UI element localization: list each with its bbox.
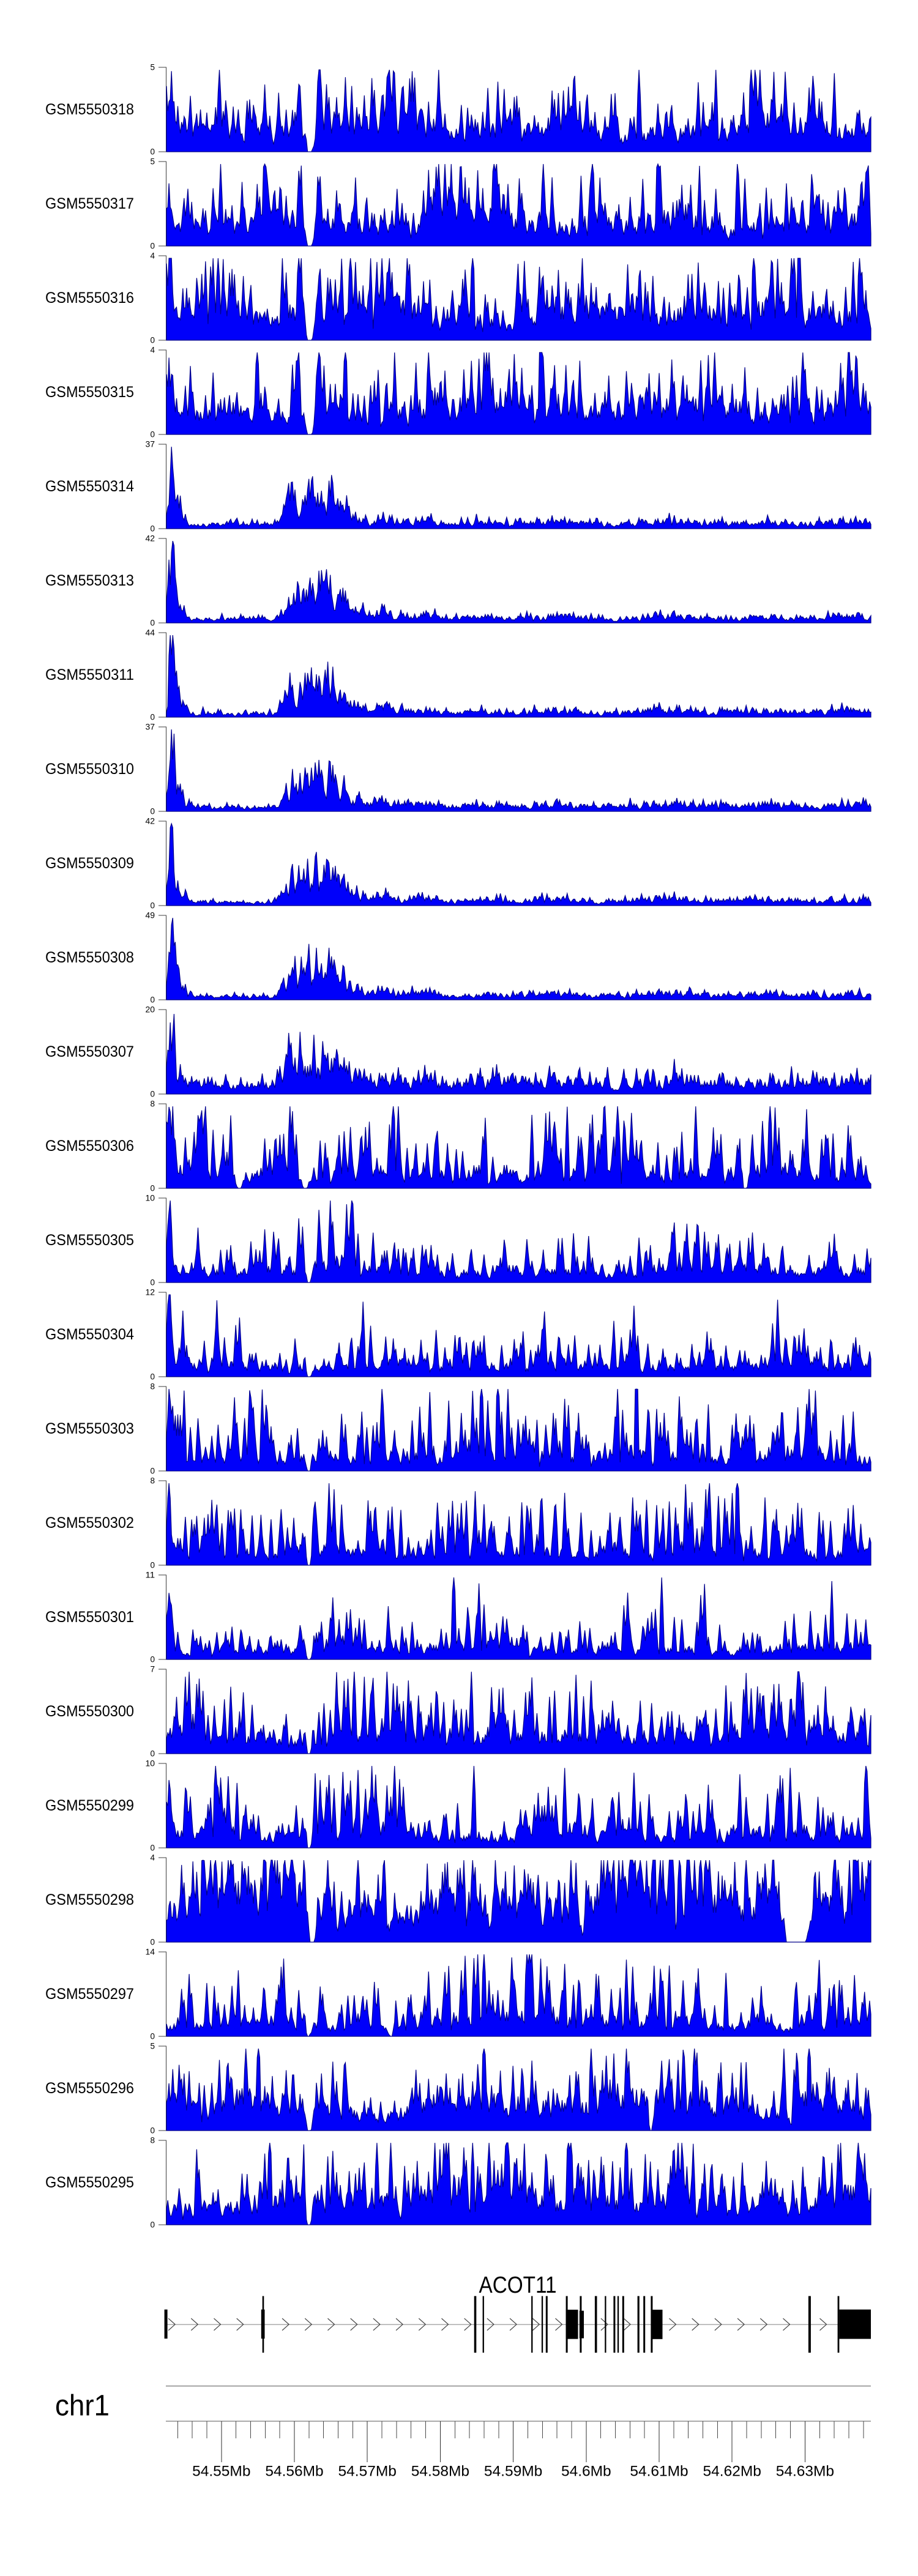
svg-text:54.58Mb: 54.58Mb [411, 2463, 469, 2480]
svg-text:0: 0 [150, 336, 155, 345]
svg-text:4: 4 [150, 251, 155, 261]
svg-text:8: 8 [150, 1382, 155, 1391]
svg-text:GSM5550311: GSM5550311 [45, 666, 134, 683]
svg-text:10: 10 [146, 1759, 155, 1768]
svg-text:GSM5550303: GSM5550303 [45, 1420, 134, 1437]
svg-text:GSM5550297: GSM5550297 [45, 1986, 134, 2003]
svg-text:GSM5550302: GSM5550302 [45, 1514, 134, 1532]
svg-text:GSM5550318: GSM5550318 [45, 101, 134, 118]
svg-text:0: 0 [150, 1372, 155, 1382]
svg-text:37: 37 [146, 440, 155, 449]
svg-text:0: 0 [150, 1184, 155, 1193]
svg-text:GSM5550313: GSM5550313 [45, 572, 134, 589]
svg-text:GSM5550316: GSM5550316 [45, 289, 134, 307]
svg-text:42: 42 [146, 534, 155, 543]
svg-text:49: 49 [146, 911, 155, 920]
svg-text:GSM5550304: GSM5550304 [45, 1326, 134, 1343]
svg-text:54.63Mb: 54.63Mb [776, 2463, 834, 2480]
svg-text:GSM5550298: GSM5550298 [45, 1891, 134, 1908]
svg-text:0: 0 [150, 242, 155, 251]
svg-text:GSM5550315: GSM5550315 [45, 384, 134, 401]
svg-text:5: 5 [150, 2042, 155, 2051]
svg-text:0: 0 [150, 901, 155, 910]
svg-text:54.6Mb: 54.6Mb [561, 2463, 611, 2480]
svg-text:54.59Mb: 54.59Mb [484, 2463, 542, 2480]
svg-text:0: 0 [150, 1467, 155, 1476]
svg-text:5: 5 [150, 157, 155, 166]
svg-text:10: 10 [146, 1194, 155, 1203]
svg-text:5: 5 [150, 63, 155, 72]
svg-text:20: 20 [146, 1005, 155, 1014]
svg-text:0: 0 [150, 2220, 155, 2230]
svg-text:42: 42 [146, 817, 155, 826]
svg-text:GSM5550306: GSM5550306 [45, 1137, 134, 1155]
svg-text:GSM5550296: GSM5550296 [45, 2080, 134, 2097]
svg-text:0: 0 [150, 1090, 155, 1099]
svg-text:4: 4 [150, 346, 155, 355]
svg-text:0: 0 [150, 1278, 155, 1287]
svg-text:14: 14 [146, 1948, 155, 1957]
svg-text:GSM5550317: GSM5550317 [45, 195, 134, 212]
svg-text:0: 0 [150, 2032, 155, 2041]
svg-text:0: 0 [150, 713, 155, 722]
svg-text:54.61Mb: 54.61Mb [630, 2463, 688, 2480]
svg-text:0: 0 [150, 1844, 155, 1853]
svg-text:GSM5550307: GSM5550307 [45, 1043, 134, 1060]
svg-text:0: 0 [150, 1938, 155, 1947]
svg-text:8: 8 [150, 1100, 155, 1109]
svg-text:0: 0 [150, 619, 155, 628]
svg-text:0: 0 [150, 524, 155, 534]
svg-text:4: 4 [150, 1853, 155, 1863]
svg-text:0: 0 [150, 1561, 155, 1570]
svg-text:GSM5550305: GSM5550305 [45, 1232, 134, 1249]
svg-text:0: 0 [150, 430, 155, 439]
svg-text:37: 37 [146, 723, 155, 732]
svg-text:GSM5550308: GSM5550308 [45, 949, 134, 966]
svg-text:GSM5550299: GSM5550299 [45, 1797, 134, 1814]
svg-text:7: 7 [150, 1665, 155, 1674]
svg-text:GSM5550300: GSM5550300 [45, 1703, 134, 1720]
svg-text:8: 8 [150, 2136, 155, 2145]
svg-text:44: 44 [146, 628, 155, 638]
svg-text:GSM5550314: GSM5550314 [45, 478, 134, 495]
svg-text:8: 8 [150, 1476, 155, 1486]
svg-text:54.62Mb: 54.62Mb [703, 2463, 761, 2480]
svg-text:GSM5550309: GSM5550309 [45, 855, 134, 872]
svg-text:0: 0 [150, 2126, 155, 2135]
svg-text:chr1: chr1 [55, 2390, 110, 2422]
svg-text:0: 0 [150, 996, 155, 1005]
svg-text:ACOT11: ACOT11 [479, 2273, 557, 2298]
svg-text:0: 0 [150, 1655, 155, 1664]
svg-text:54.57Mb: 54.57Mb [338, 2463, 397, 2480]
svg-text:54.55Mb: 54.55Mb [192, 2463, 250, 2480]
svg-text:11: 11 [146, 1571, 155, 1580]
svg-text:12: 12 [146, 1288, 155, 1297]
svg-text:54.56Mb: 54.56Mb [265, 2463, 323, 2480]
svg-text:GSM5550295: GSM5550295 [45, 2174, 134, 2191]
svg-text:0: 0 [150, 807, 155, 816]
svg-text:0: 0 [150, 147, 155, 157]
svg-text:GSM5550310: GSM5550310 [45, 761, 134, 778]
svg-text:GSM5550301: GSM5550301 [45, 1609, 134, 1626]
svg-text:0: 0 [150, 1749, 155, 1759]
